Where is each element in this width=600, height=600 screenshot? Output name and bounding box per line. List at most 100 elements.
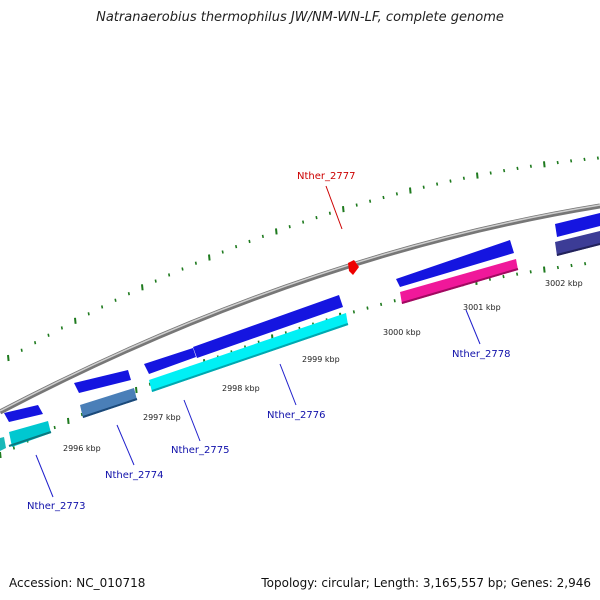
accession-text: Accession: NC_010718 (9, 576, 146, 590)
tick-mark (67, 417, 70, 425)
scale-label: 2997 kbp (143, 413, 181, 422)
scale-label: 2999 kbp (302, 355, 340, 364)
tick-mark (208, 254, 211, 261)
tick-mark (315, 215, 318, 220)
tick-mark (74, 317, 77, 324)
tick-mark (489, 171, 492, 175)
tick-mark (436, 182, 439, 186)
tick-mark (529, 270, 532, 274)
tick-mark (194, 261, 197, 265)
tick-mark (87, 312, 90, 316)
reverse-gene-track (0, 231, 600, 451)
tick-mark (261, 234, 264, 239)
tick-mark (20, 348, 23, 352)
tick-mark (60, 326, 63, 330)
tick-mark (529, 164, 532, 168)
tick-mark (53, 425, 56, 430)
tick-mark (135, 386, 138, 394)
gene-Nther_2774-block[interactable] (80, 388, 137, 418)
tick-mark (449, 179, 452, 183)
tick-mark (114, 298, 117, 302)
scale-label: 3001 kbp (463, 303, 501, 312)
tick-mark (570, 159, 573, 163)
gene-label-Nther_2777[interactable]: Nther_2777 (297, 171, 355, 182)
tick-mark (34, 341, 37, 345)
tick-mark (355, 203, 358, 207)
tick-mark (516, 166, 519, 171)
gene-block[interactable] (555, 213, 600, 237)
gene-block[interactable] (74, 370, 131, 393)
gene-block[interactable] (0, 437, 6, 451)
gene-labels: Nther_2773 Nther_2774 Nther_2775 Nther_2… (27, 171, 510, 512)
gene-label-Nther_2776[interactable]: Nther_2776 (267, 410, 325, 421)
gene-block[interactable] (144, 348, 196, 374)
gene-label-Nther_2774[interactable]: Nther_2774 (105, 470, 163, 481)
genome-stats-text: Topology: circular; Length: 3,165,557 bp… (261, 576, 591, 590)
scale-label: 2998 kbp (222, 384, 260, 393)
tick-mark (47, 333, 50, 337)
tick-mark (380, 302, 383, 307)
tick-mark (366, 306, 369, 310)
tick-mark (154, 279, 157, 283)
scale-label: 3000 kbp (383, 328, 421, 337)
tick-mark (393, 299, 396, 303)
gene-label-Nther_2778[interactable]: Nther_2778 (452, 349, 510, 360)
gene-block[interactable] (396, 240, 514, 287)
tick-mark (181, 267, 184, 271)
inner-tick-track (0, 262, 587, 459)
gene-label-Nther_2775[interactable]: Nther_2775 (171, 445, 229, 456)
tick-mark (221, 250, 224, 254)
tick-mark (596, 156, 599, 160)
tick-mark (502, 274, 505, 279)
tick-mark (395, 192, 398, 196)
gene-label-Nther_2773[interactable]: Nther_2773 (27, 501, 85, 512)
tick-mark (342, 206, 345, 213)
tick-mark (275, 228, 278, 235)
tick-mark (352, 310, 355, 314)
tick-mark (141, 284, 144, 291)
tick-mark (288, 225, 291, 229)
gene-Nther_2773-block[interactable] (9, 421, 51, 447)
chromosome-backbone (0, 203, 600, 415)
tick-mark (235, 244, 238, 249)
tick-mark (0, 451, 2, 459)
gene-block[interactable] (193, 295, 343, 358)
tick-mark (369, 199, 372, 203)
tick-mark (12, 446, 15, 450)
forward-gene-track (4, 213, 600, 422)
tick-mark (127, 292, 130, 296)
tick-mark (583, 157, 586, 162)
tick-mark (409, 187, 412, 194)
scale-labels: 2996 kbp 2997 kbp 2998 kbp 2999 kbp 3000… (63, 279, 583, 453)
tick-mark (462, 176, 465, 180)
tick-mark (503, 168, 506, 173)
tick-mark (382, 195, 385, 200)
outer-tick-track (7, 156, 599, 362)
tick-mark (302, 220, 305, 224)
tick-mark (7, 354, 10, 362)
tick-mark (101, 305, 104, 309)
tick-mark (543, 266, 546, 273)
genome-title: Natranaerobius thermophilus JW/NM-WN-LF,… (96, 10, 504, 25)
tick-mark (516, 272, 519, 276)
tick-mark (556, 160, 559, 165)
tick-mark (148, 382, 151, 386)
gene-Nther_2778-block[interactable] (400, 259, 518, 304)
tick-mark (168, 273, 171, 277)
highlight-marker-icon[interactable] (348, 260, 359, 275)
scale-label: 3002 kbp (545, 279, 583, 288)
tick-mark (543, 161, 546, 168)
tick-mark (328, 211, 331, 215)
tick-mark (248, 239, 251, 244)
tick-mark (570, 263, 573, 268)
gene-Nther_2775-block[interactable] (149, 313, 348, 392)
scale-label: 2996 kbp (63, 444, 101, 453)
tick-mark (476, 172, 479, 179)
tick-mark (584, 262, 587, 266)
gene-block[interactable] (555, 231, 600, 256)
gene-block[interactable] (4, 405, 43, 422)
tick-mark (80, 412, 83, 417)
tick-mark (422, 185, 425, 189)
tick-mark (556, 265, 559, 270)
